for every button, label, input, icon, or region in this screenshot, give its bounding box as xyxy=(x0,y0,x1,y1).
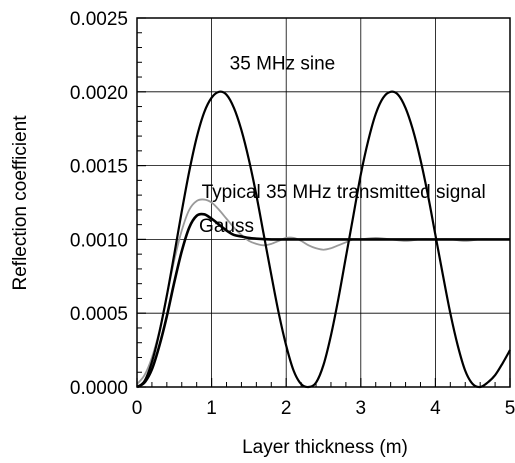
y-tick-label: 0.0010 xyxy=(70,230,128,251)
label-gauss: Gauss xyxy=(199,216,254,237)
y-axis-label: Reflection coefficient xyxy=(10,115,31,291)
annotations: 35 MHz sine Typical 35 MHz transmitted si… xyxy=(199,54,486,237)
series-lines xyxy=(136,90,511,389)
x-tick-label: 2 xyxy=(281,398,292,419)
x-tick-label: 5 xyxy=(505,398,515,419)
y-tick-label: 0.0000 xyxy=(70,378,128,399)
label-typical-transmitted: Typical 35 MHz transmitted signal xyxy=(202,182,486,203)
axis-ticks xyxy=(136,17,511,388)
x-tick-label: 1 xyxy=(206,398,217,419)
label-35mhz-sine: 35 MHz sine xyxy=(230,54,336,75)
x-tick-label: 3 xyxy=(356,398,367,419)
plot-frame xyxy=(136,17,511,388)
tick-labels: 0 1 2 3 4 5 0.0000 0.0005 0.0010 0.0015 0.0020 0.00… xyxy=(70,9,515,419)
x-tick-label: 4 xyxy=(430,398,441,419)
y-tick-label: 0.0025 xyxy=(70,9,128,30)
series-gauss xyxy=(136,212,510,389)
y-tick-label: 0.0005 xyxy=(70,304,128,325)
y-tick-label: 0.0015 xyxy=(70,157,128,178)
x-axis-label: Layer thickness (m) xyxy=(242,437,408,458)
series-35mhz-sine xyxy=(136,90,511,389)
series-typical-transmitted xyxy=(136,198,510,385)
y-tick-label: 0.0020 xyxy=(70,83,128,104)
x-tick-label: 0 xyxy=(132,398,143,419)
